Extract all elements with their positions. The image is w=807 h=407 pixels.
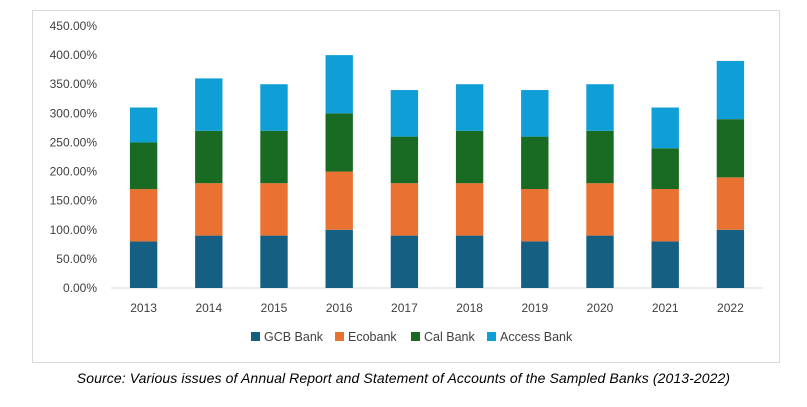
bar-segment-access-bank-2016 <box>325 55 353 114</box>
bar-segment-ecobank-2018 <box>455 183 484 236</box>
x-tick-label: 2018 <box>456 301 483 315</box>
x-tick-label: 2015 <box>261 301 288 315</box>
bar-segment-access-bank-2014 <box>195 78 223 131</box>
x-axis: 2013 2014 2015 2016 2017 2018 2019 2020 2021 2022 <box>111 287 763 315</box>
legend: GCB Bank Ecobank Cal Bank Access Bank <box>251 330 573 344</box>
x-tick-label: 2013 <box>130 301 157 315</box>
bar-segment-cal-bank-2018 <box>455 130 484 184</box>
bar-segment-cal-bank-2016 <box>325 113 353 172</box>
bar-segment-cal-bank-2022 <box>716 119 745 178</box>
bar-segment-ecobank-2022 <box>716 177 745 230</box>
bar-segment-access-bank-2020 <box>586 84 614 131</box>
bar-segment-cal-bank-2020 <box>586 130 614 184</box>
source-note: Source: Various issues of Annual Report … <box>76 370 731 386</box>
legend-swatch-gcb-bank <box>251 332 260 341</box>
x-tick-label: 2020 <box>587 301 614 315</box>
y-tick-label: 300.00% <box>50 106 98 120</box>
bar-segment-access-bank-2017 <box>390 90 419 137</box>
bar-segment-ecobank-2021 <box>651 189 679 242</box>
bar-segment-ecobank-2019 <box>521 189 549 242</box>
bar-segment-gcb-bank-2013 <box>129 241 158 288</box>
x-tick-label: 2021 <box>652 301 679 315</box>
bar-segment-ecobank-2015 <box>260 183 288 236</box>
bar-segment-ecobank-2014 <box>195 183 223 236</box>
x-tick-label: 2017 <box>391 301 418 315</box>
bar-segment-cal-bank-2017 <box>390 136 419 184</box>
bar-segment-access-bank-2013 <box>129 107 158 143</box>
bar-segment-cal-bank-2014 <box>195 130 223 184</box>
legend-swatch-cal-bank <box>411 332 420 341</box>
x-tick-label: 2022 <box>717 301 744 315</box>
bar-segment-ecobank-2016 <box>325 171 353 230</box>
legend-label: Access Bank <box>500 330 573 344</box>
bar-segment-access-bank-2015 <box>260 84 288 131</box>
legend-swatch-ecobank <box>335 332 344 341</box>
stacked-bar-chart: 0.00% 50.00% 100.00% 150.00% 200.00% 250.00% 3… <box>50 19 763 344</box>
x-tick-label: 2014 <box>195 301 222 315</box>
legend-swatch-access-bank <box>487 332 496 341</box>
bar-segment-gcb-bank-2014 <box>195 235 223 288</box>
y-tick-label: 450.00% <box>50 19 98 33</box>
bar-segment-gcb-bank-2015 <box>260 235 288 288</box>
bar-segment-gcb-bank-2016 <box>325 229 353 288</box>
x-tick-label: 2016 <box>326 301 353 315</box>
bar-segment-access-bank-2018 <box>455 84 484 131</box>
bar-segment-gcb-bank-2020 <box>586 235 614 288</box>
y-tick-label: 150.00% <box>50 194 98 208</box>
y-tick-label: 0.00% <box>63 281 97 295</box>
bar-segment-cal-bank-2019 <box>521 136 549 190</box>
bars <box>129 55 745 288</box>
bar-segment-gcb-bank-2018 <box>455 235 484 288</box>
bar-segment-gcb-bank-2021 <box>651 241 679 288</box>
bar-segment-cal-bank-2021 <box>651 148 679 190</box>
bar-segment-gcb-bank-2017 <box>390 235 419 288</box>
y-tick-label: 400.00% <box>50 48 98 62</box>
bar-segment-access-bank-2019 <box>521 90 549 137</box>
bar-segment-ecobank-2013 <box>129 189 158 242</box>
y-tick-label: 100.00% <box>50 223 98 237</box>
bar-segment-access-bank-2021 <box>651 107 679 149</box>
legend-label: GCB Bank <box>264 330 324 344</box>
legend-label: Cal Bank <box>424 330 475 344</box>
y-tick-label: 200.00% <box>50 165 98 179</box>
y-tick-label: 350.00% <box>50 77 98 91</box>
bar-segment-gcb-bank-2019 <box>521 241 549 288</box>
chart-area: 0.00% 50.00% 100.00% 150.00% 200.00% 250.00% 3… <box>32 10 780 363</box>
bar-segment-ecobank-2020 <box>586 183 614 236</box>
bar-segment-gcb-bank-2022 <box>716 229 745 288</box>
y-tick-label: 50.00% <box>56 252 97 266</box>
legend-label: Ecobank <box>348 330 397 344</box>
bar-segment-cal-bank-2015 <box>260 130 288 184</box>
bar-segment-cal-bank-2013 <box>129 142 158 190</box>
y-tick-label: 250.00% <box>50 135 98 149</box>
bar-segment-access-bank-2022 <box>716 60 745 120</box>
bar-segment-ecobank-2017 <box>390 183 419 236</box>
y-axis: 0.00% 50.00% 100.00% 150.00% 200.00% 250.00% 3… <box>50 19 98 295</box>
x-tick-label: 2019 <box>521 301 548 315</box>
